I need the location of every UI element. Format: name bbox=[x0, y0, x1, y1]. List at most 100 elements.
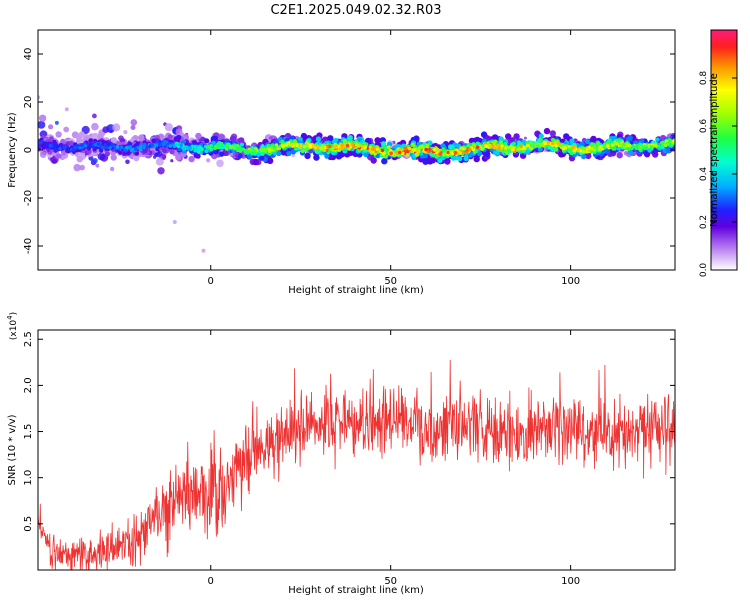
spectrogram-cell bbox=[291, 153, 296, 158]
spectrogram-cell bbox=[281, 144, 285, 148]
spectrogram-cell bbox=[655, 137, 660, 142]
spectrogram-cell bbox=[60, 138, 66, 144]
spectrogram-cell bbox=[73, 163, 81, 172]
spectrogram-cell bbox=[92, 132, 99, 140]
spectrogram-cell bbox=[504, 146, 508, 150]
spectrogram-cell bbox=[55, 153, 61, 159]
spectrogram-cell bbox=[88, 138, 93, 143]
spectrogram-cell bbox=[169, 149, 175, 155]
spectrogram-cell bbox=[660, 140, 665, 145]
snr-y-multiplier: (x104) bbox=[6, 312, 19, 340]
spectrogram-cell bbox=[145, 144, 150, 149]
spectrogram-cell bbox=[450, 152, 455, 156]
spectrogram-cell bbox=[322, 148, 327, 152]
spectrogram-cell bbox=[246, 150, 251, 154]
spectrogram-cell bbox=[394, 151, 399, 155]
spectrogram-cell bbox=[493, 139, 498, 144]
snr-series-line bbox=[38, 359, 675, 570]
spectrogram-cell bbox=[211, 140, 216, 145]
spectrogram-cell bbox=[360, 144, 365, 149]
spectrogram-cell bbox=[164, 123, 173, 132]
spectrogram-cell bbox=[99, 148, 104, 153]
spectrogram-cell bbox=[109, 166, 115, 172]
spectrogram-cell bbox=[499, 140, 504, 145]
spectrogram-cell bbox=[615, 141, 619, 146]
spectrogram-cell bbox=[154, 143, 159, 147]
spectrogram-cell bbox=[112, 123, 121, 132]
spectrogram-cell bbox=[91, 122, 99, 131]
spectrogram-cell bbox=[195, 153, 201, 159]
spectrogram-cell bbox=[556, 141, 561, 146]
spectrogram-cell bbox=[480, 147, 484, 151]
spectrogram-marks bbox=[38, 95, 675, 253]
spectrogram-cell bbox=[538, 137, 543, 142]
spectrogram-cell bbox=[196, 149, 201, 154]
colorbar-gradient bbox=[710, 29, 738, 271]
spectrogram-cell bbox=[484, 144, 488, 148]
spectrogram-cell bbox=[336, 151, 343, 158]
spectrogram-ticks: 0 50 100 -40 -20 0 20 40 bbox=[23, 30, 675, 287]
spectrogram-cell bbox=[590, 135, 597, 143]
colorbar-tick-label: 0.6 bbox=[699, 119, 709, 134]
spectrogram-cell bbox=[475, 145, 480, 150]
spectrogram-cell bbox=[363, 151, 369, 158]
spectrogram-cell bbox=[327, 135, 334, 142]
spectrogram-cell bbox=[290, 142, 295, 147]
spectrogram-cell bbox=[38, 141, 42, 145]
spectrogram-cell bbox=[416, 150, 420, 154]
spectrogram-cell bbox=[128, 141, 133, 146]
spectrogram-cell bbox=[315, 136, 321, 142]
snr-y-multiplier-base: (x10 bbox=[9, 320, 19, 341]
spectrogram-cell bbox=[319, 146, 323, 151]
snr-ticks: 0 50 100 0.5 1.0 1.5 2.0 2.5 bbox=[23, 330, 675, 587]
spectrogram-cell bbox=[204, 149, 209, 154]
spectrogram-cell bbox=[52, 145, 57, 149]
snr-y-multiplier-close: ) bbox=[9, 312, 19, 316]
spectrogram-cell bbox=[272, 145, 277, 149]
spectrogram-cell bbox=[299, 145, 303, 149]
spectrogram-cell bbox=[214, 145, 219, 150]
spectrogram-cell bbox=[138, 144, 143, 149]
spectrogram-cell bbox=[412, 148, 417, 152]
spectrogram-cell bbox=[348, 145, 353, 149]
spectrogram-cell bbox=[48, 124, 54, 130]
spectrogram-cell bbox=[405, 152, 410, 157]
spectrogram-cell bbox=[201, 248, 206, 253]
spectrogram-cell bbox=[54, 120, 59, 125]
spectrogram-cell bbox=[252, 158, 259, 166]
spectrogram-cell bbox=[197, 146, 202, 151]
snr-y-multiplier-exponent: 4 bbox=[6, 315, 14, 320]
spectrogram-cell bbox=[48, 144, 53, 148]
spectrogram-cell bbox=[63, 126, 70, 133]
spectrogram-cell bbox=[256, 152, 261, 157]
spectrogram-cell bbox=[448, 144, 454, 150]
spectrogram-cell bbox=[327, 144, 332, 149]
spectrogram-cell bbox=[75, 143, 79, 148]
spectrogram-cell bbox=[284, 143, 289, 147]
spectrogram-cell bbox=[330, 147, 335, 152]
spectrogram-cell bbox=[628, 149, 634, 156]
spectrogram-cell bbox=[38, 120, 46, 129]
spectrogram-cell bbox=[81, 125, 90, 135]
spectrogram-cell bbox=[237, 153, 243, 159]
spectrogram-cell bbox=[442, 152, 447, 157]
spectrogram-cell bbox=[238, 148, 243, 152]
spectrogram-cell bbox=[304, 152, 311, 160]
snr-x-tick-label: 100 bbox=[561, 576, 580, 587]
spectrogram-cell bbox=[97, 152, 106, 161]
spectrogram-cell bbox=[158, 142, 163, 147]
spectrogram-cell bbox=[422, 158, 429, 165]
snr-y-tick-label: 2.0 bbox=[23, 377, 34, 393]
spectrogram-cell bbox=[665, 148, 672, 154]
spectrogram-cell bbox=[266, 157, 274, 164]
spectrogram-cell bbox=[432, 148, 437, 152]
spectrogram-cell bbox=[616, 152, 623, 159]
spectrogram-cell bbox=[106, 142, 110, 147]
colorbar-tick-label: 0.0 bbox=[699, 263, 709, 278]
spectrogram-cell bbox=[313, 154, 320, 161]
spectrogram-cell bbox=[92, 158, 98, 164]
spectrogram-cell bbox=[193, 148, 197, 153]
spectrogram-cell bbox=[83, 144, 88, 148]
spectrogram-cell bbox=[381, 152, 386, 156]
spectrogram-cell bbox=[235, 147, 240, 151]
